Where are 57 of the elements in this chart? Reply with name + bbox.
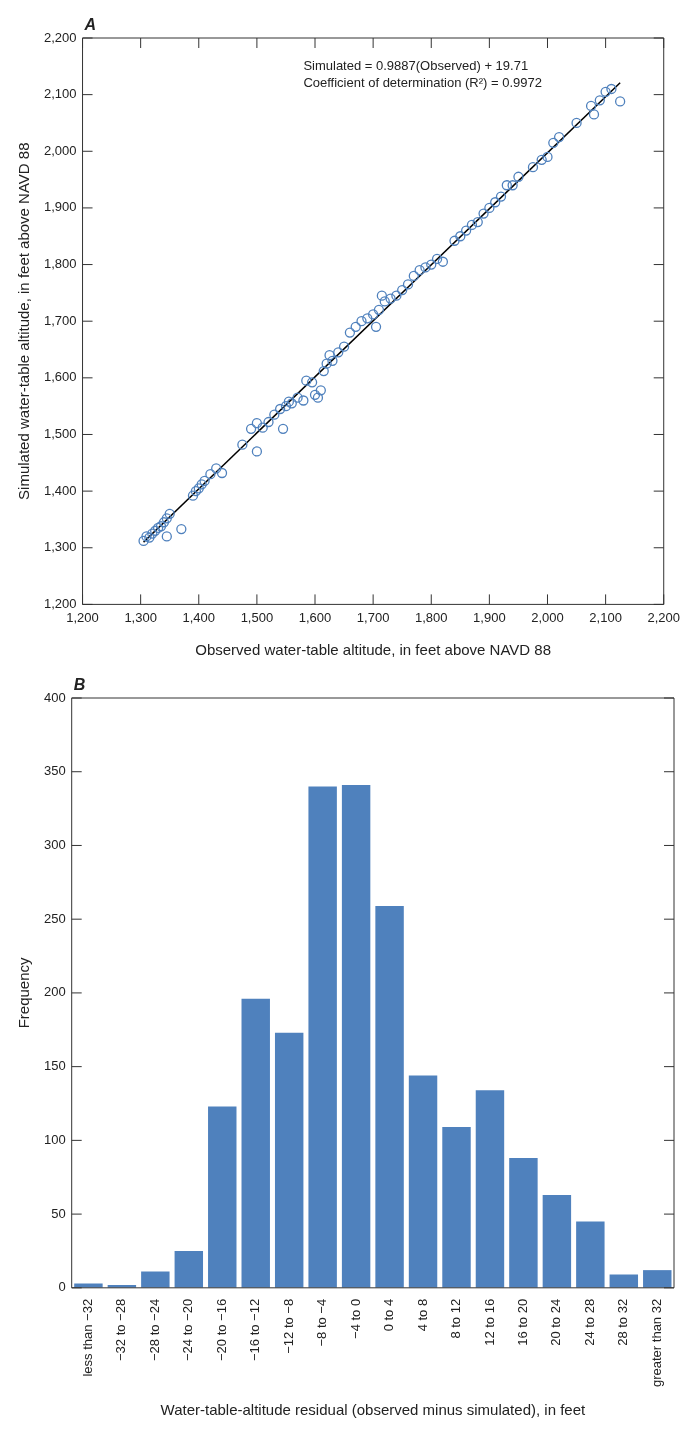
y-tick-label: 2,000 <box>43 142 77 158</box>
x-tick-label: 8 to 12 <box>448 1298 464 1339</box>
y-tick-label: 400 <box>43 689 66 705</box>
y-tick-label: 1,800 <box>43 256 77 272</box>
y-tick-label: 2,100 <box>43 86 77 102</box>
x-tick-label: 4 to 8 <box>414 1298 430 1332</box>
x-tick-label: 28 to 32 <box>615 1298 631 1346</box>
x-tick-label: 1,400 <box>182 609 216 625</box>
y-tick-label: 1,200 <box>43 595 77 611</box>
x-tick-label: 1,200 <box>66 609 99 625</box>
y-axis-title: Simulated water-table altitude, in feet above NAVD 88 <box>15 142 33 500</box>
x-tick-label: 2,000 <box>531 609 564 625</box>
x-tick-label: 24 to 28 <box>581 1298 597 1346</box>
x-tick-label: 2,200 <box>647 609 681 625</box>
y-tick-label: 50 <box>51 1205 66 1221</box>
x-axis-title: Water-table-altitude residual (observed minus simulated), in feet <box>160 1401 586 1419</box>
x-axis-title: Observed water-table altitude, in feet above NAVD 88 <box>195 641 552 659</box>
chart-title: B <box>73 676 86 694</box>
y-tick-label: 2,200 <box>43 29 77 45</box>
x-tick-label: 1,300 <box>124 609 157 625</box>
y-tick-label: 350 <box>43 763 66 779</box>
x-tick-label: 1,700 <box>356 609 390 625</box>
chart-title: A <box>83 16 97 34</box>
x-tick-label: −16 to −12 <box>247 1298 263 1361</box>
x-tick-label: 12 to 16 <box>481 1298 497 1346</box>
x-tick-label: −28 to −24 <box>146 1298 162 1361</box>
y-tick-label: 0 <box>58 1279 66 1295</box>
x-tick-label: −8 to −4 <box>314 1298 330 1347</box>
y-tick-label: 1,700 <box>43 312 77 328</box>
annotation: Simulated = 0.9887(Observed) + 19.71 <box>303 58 529 74</box>
x-tick-label: 1,800 <box>414 609 448 625</box>
annotation: Coefficient of determination (R²) = 0.9972 <box>303 75 542 91</box>
x-tick-label: −4 to 0 <box>347 1298 363 1339</box>
y-tick-label: 1,900 <box>43 199 77 215</box>
x-tick-label: greater than 32 <box>648 1298 664 1388</box>
x-tick-label: 1,500 <box>240 609 274 625</box>
x-tick-label: −12 to −8 <box>280 1298 296 1354</box>
y-axis-title: Frequency <box>15 956 33 1029</box>
x-tick-label: −32 to −28 <box>113 1298 129 1361</box>
x-tick-label: 20 to 24 <box>548 1298 564 1346</box>
y-tick-label: 1,600 <box>43 369 77 385</box>
y-tick-label: 100 <box>43 1131 66 1147</box>
y-tick-label: 1,500 <box>43 426 77 442</box>
x-tick-label: 16 to 20 <box>515 1298 530 1346</box>
y-tick-label: 1,300 <box>43 539 77 555</box>
y-tick-label: 150 <box>43 1058 66 1074</box>
x-tick-label: −20 to −16 <box>213 1298 229 1361</box>
x-tick-label: 0 to 4 <box>381 1298 397 1332</box>
x-tick-label: 2,100 <box>589 609 622 625</box>
x-tick-label: −24 to −20 <box>180 1298 196 1361</box>
y-tick-label: 250 <box>43 910 66 926</box>
y-tick-label: 300 <box>43 837 66 853</box>
x-tick-label: less than −32 <box>80 1298 95 1377</box>
x-tick-label: 1,900 <box>473 609 506 625</box>
y-tick-label: 1,400 <box>43 482 77 498</box>
x-tick-label: 1,600 <box>298 609 332 625</box>
y-tick-label: 200 <box>43 984 66 1000</box>
